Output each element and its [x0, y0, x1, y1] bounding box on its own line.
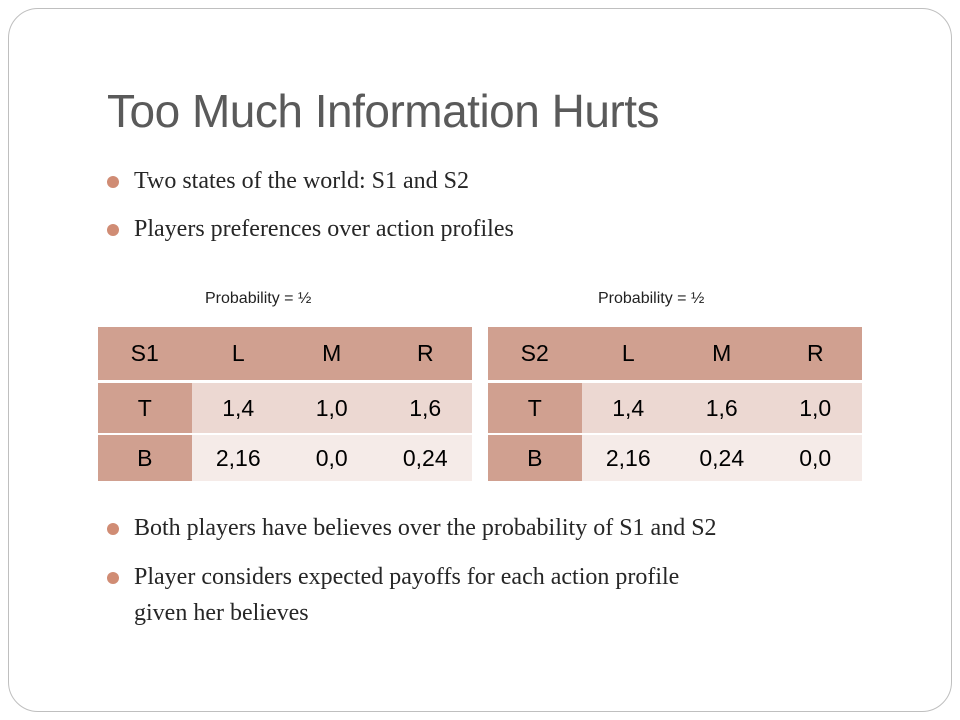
payoff-cell: 2,16 — [581, 433, 675, 481]
payoff-cell: 1,0 — [768, 380, 862, 433]
row-label-cell: T — [488, 380, 582, 433]
table-header-cell: R — [768, 327, 862, 380]
payoff-cell: 0,0 — [768, 433, 862, 481]
payoff-cell: 0,24 — [675, 433, 769, 481]
payoff-cell: 2,16 — [191, 433, 285, 481]
table-row: B 2,16 0,0 0,24 — [98, 433, 472, 481]
table-row: T 1,4 1,0 1,6 — [98, 380, 472, 433]
bullet-dot-icon — [107, 523, 119, 535]
bullet-dot-icon — [107, 224, 119, 236]
bullet-text: Player considers expected payoffs for ea… — [134, 564, 680, 590]
payoff-cell: 1,4 — [581, 380, 675, 433]
table-row: B 2,16 0,24 0,0 — [488, 433, 862, 481]
row-label-cell: T — [98, 380, 192, 433]
payoff-cell: 0,0 — [285, 433, 379, 481]
payoff-cell: 1,6 — [378, 380, 472, 433]
table-header-cell: R — [378, 327, 472, 380]
payoff-cell: 1,4 — [191, 380, 285, 433]
bullet-text: Two states of the world: S1 and S2 — [134, 168, 469, 194]
table-row: T 1,4 1,6 1,0 — [488, 380, 862, 433]
table-header-cell: L — [191, 327, 285, 380]
slide-title: Too Much Information Hurts — [107, 85, 660, 137]
payoff-table-s2: S2 L M R T 1,4 1,6 1,0 B 2,16 0,24 0,0 — [488, 327, 862, 481]
bullet-text-continuation: given her believes — [134, 600, 309, 626]
probability-label-s1: Probability = ½ — [205, 290, 312, 307]
bullet-text: Both players have believes over the prob… — [134, 515, 717, 541]
bullet-dot-icon — [107, 176, 119, 188]
payoff-cell: 0,24 — [378, 433, 472, 481]
payoff-cell: 1,6 — [675, 380, 769, 433]
table-header-cell: M — [285, 327, 379, 380]
bullet-text: Players preferences over action profiles — [134, 216, 514, 242]
payoff-table-s1: S1 L M R T 1,4 1,0 1,6 B 2,16 0,0 0,24 — [98, 327, 472, 481]
table-header-row: S2 L M R — [488, 327, 862, 380]
bullet-dot-icon — [107, 572, 119, 584]
row-label-cell: B — [488, 433, 582, 481]
payoff-cell: 1,0 — [285, 380, 379, 433]
table-header-cell: S2 — [488, 327, 582, 380]
table-header-cell: S1 — [98, 327, 192, 380]
table-header-row: S1 L M R — [98, 327, 472, 380]
table-header-cell: L — [581, 327, 675, 380]
probability-label-s2: Probability = ½ — [598, 290, 705, 307]
row-label-cell: B — [98, 433, 192, 481]
table-header-cell: M — [675, 327, 769, 380]
